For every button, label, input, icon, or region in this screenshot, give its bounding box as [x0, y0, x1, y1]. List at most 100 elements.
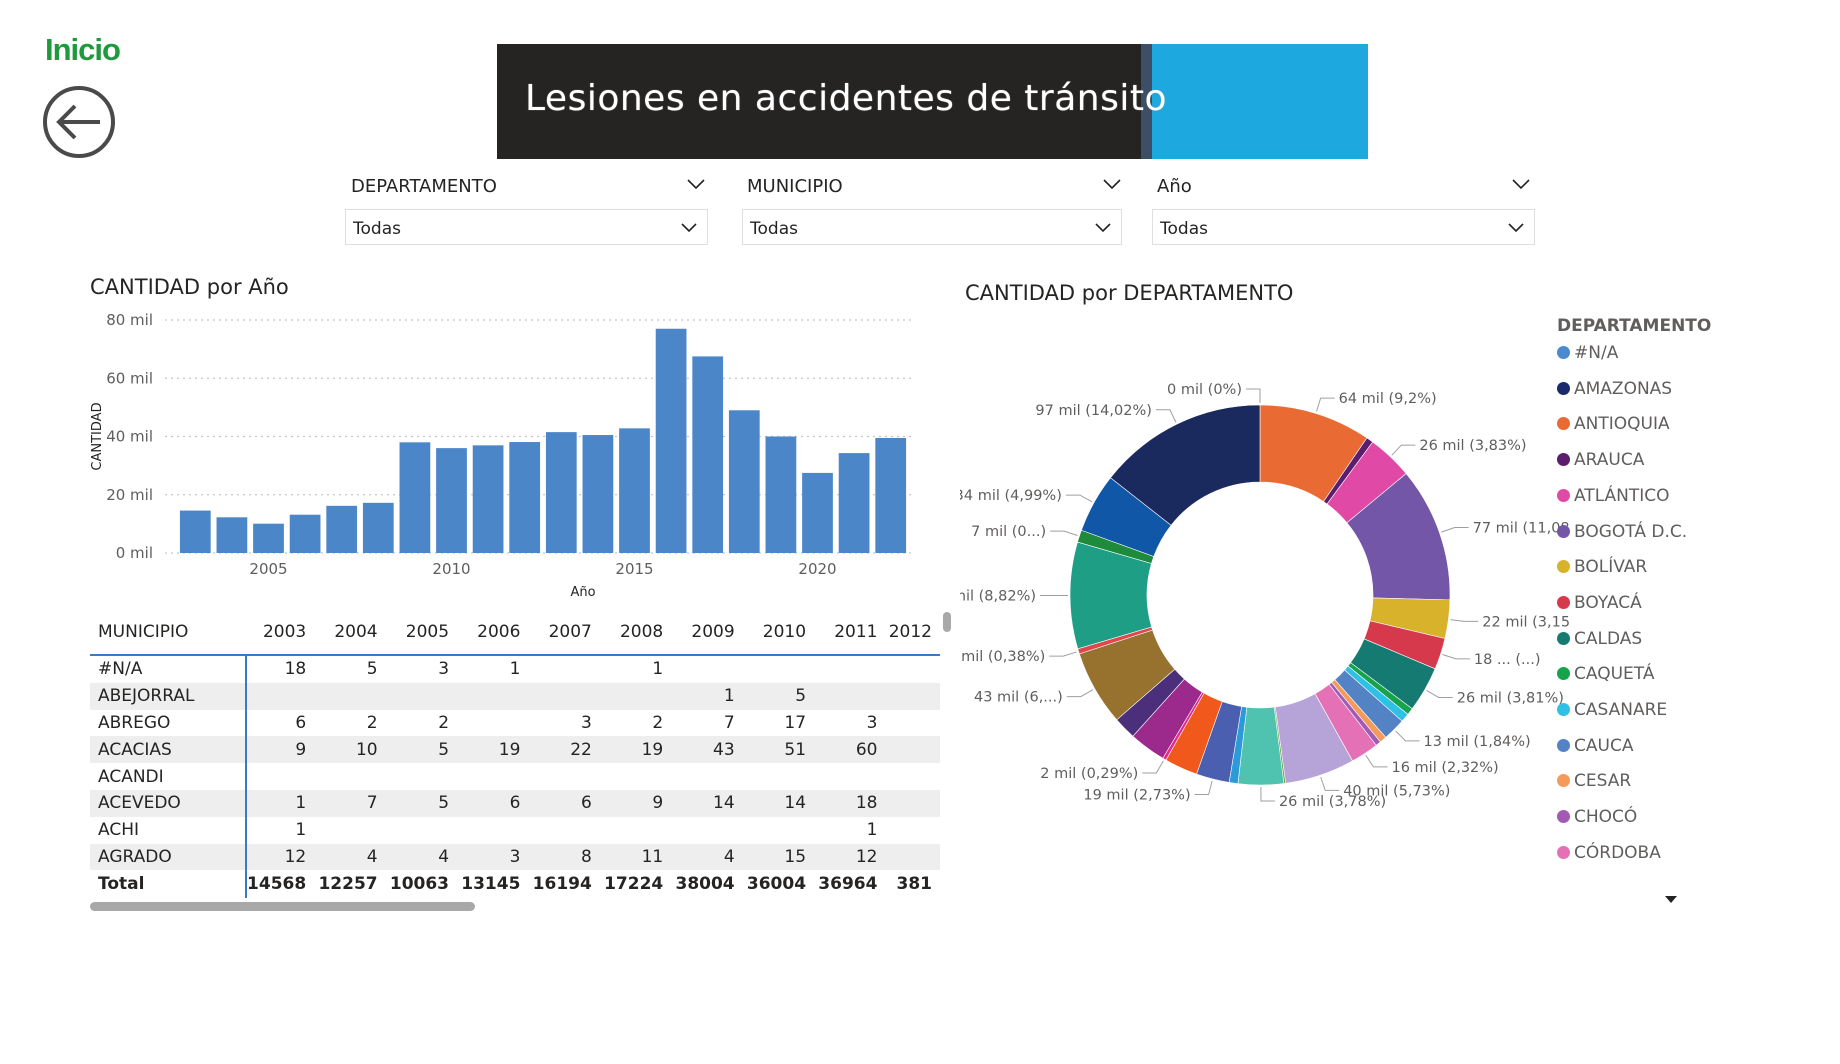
legend-item[interactable]: CAUCA	[1557, 736, 1633, 756]
bar[interactable]	[655, 328, 687, 553]
legend-item[interactable]: BOLÍVAR	[1557, 557, 1647, 577]
legend-item[interactable]: BOYACÁ	[1557, 593, 1642, 613]
table-row[interactable]: ABEJORRAL 1 5	[90, 682, 940, 710]
back-arrow-icon[interactable]	[41, 84, 117, 160]
table-cell: 12	[246, 843, 315, 871]
legend-label: AMAZONAS	[1574, 378, 1673, 399]
column-header[interactable]: 2008	[599, 610, 672, 656]
year-dropdown[interactable]: Todas	[1152, 209, 1535, 245]
table-cell	[599, 763, 672, 790]
donut-chart: 64 mil (9,2%) 26 mil (3,83%) 77 mil (11,08…	[960, 382, 1570, 810]
legend-marker	[1557, 810, 1570, 824]
bar[interactable]	[728, 410, 760, 553]
leader-line	[1142, 760, 1164, 774]
bar[interactable]	[472, 445, 504, 553]
departamento-dropdown[interactable]: Todas	[345, 209, 708, 245]
column-header[interactable]: 2003	[246, 610, 315, 656]
legend-label: CAQUETÁ	[1574, 664, 1655, 685]
table-cell: 43	[671, 736, 743, 764]
bar[interactable]	[545, 432, 577, 553]
chevron-down-icon[interactable]	[1511, 178, 1531, 190]
legend-item[interactable]: #N/A	[1557, 343, 1618, 363]
table-cell	[457, 763, 529, 790]
bar[interactable]	[179, 510, 211, 553]
legend-more-icon[interactable]	[1665, 896, 1677, 903]
column-header[interactable]: 2012	[885, 610, 940, 656]
horizontal-scrollbar[interactable]	[90, 902, 475, 911]
leader-line	[1049, 651, 1077, 657]
total-label: Total	[90, 870, 248, 899]
legend-item[interactable]: ARAUCA	[1557, 450, 1644, 470]
bar[interactable]	[326, 505, 358, 553]
leader-line	[1065, 494, 1093, 503]
bar[interactable]	[509, 442, 541, 553]
y-tick-label: 0 mil	[116, 544, 153, 562]
x-tick-label: 2020	[798, 560, 836, 578]
legend-item[interactable]: CHOCÓ	[1557, 807, 1637, 827]
legend-item[interactable]: ATLÁNTICO	[1557, 486, 1670, 506]
table-row[interactable]: AGRADO 12 4 4 3 8 11 4 15 12	[90, 843, 940, 871]
data-label: 26 mil (3,83%)	[1419, 438, 1526, 454]
legend-label: CESAR	[1574, 771, 1632, 792]
data-label: 2 mil (0,29%)	[1040, 766, 1138, 782]
legend-item[interactable]: CÓRDOBA	[1557, 843, 1661, 863]
banner-accent	[1152, 44, 1368, 159]
legend-item[interactable]: BOGOTÁ D.C.	[1557, 522, 1687, 542]
column-header[interactable]: 2004	[314, 610, 386, 656]
bar[interactable]	[289, 514, 321, 553]
table-row[interactable]: ACEVEDO 1 7 5 6 6 9 14 14 18	[90, 789, 940, 817]
bar[interactable]	[253, 523, 284, 553]
bar[interactable]	[838, 453, 870, 553]
bar[interactable]	[582, 435, 614, 553]
legend-item[interactable]: CALDAS	[1557, 629, 1642, 649]
legend-item[interactable]: CASANARE	[1557, 700, 1667, 720]
table-cell	[742, 763, 815, 790]
table-cell: 3	[385, 655, 458, 683]
bar[interactable]	[436, 448, 467, 553]
table-row[interactable]: ACANDI	[90, 763, 940, 790]
table-cell: 8	[528, 843, 600, 871]
data-label: 97 mil (14,02%)	[1035, 403, 1151, 419]
legend-item[interactable]: AMAZONAS	[1557, 379, 1672, 399]
table-row[interactable]: ABREGO 6 2 2 3 2 7 17 3	[90, 709, 940, 737]
table-cell: 5	[314, 655, 386, 683]
table-cell	[885, 789, 940, 817]
page-title: Lesiones en accidentes de tránsito	[525, 78, 1167, 119]
home-link[interactable]: Inicio	[45, 32, 121, 67]
legend-label: CALDAS	[1574, 628, 1643, 649]
total-cell: 381	[885, 870, 940, 899]
column-header[interactable]: 2009	[671, 610, 743, 656]
table-row[interactable]: ACHI 1 1	[90, 816, 940, 844]
column-header[interactable]: 2011	[814, 610, 886, 656]
legend-item[interactable]: ANTIOQUIA	[1557, 414, 1670, 434]
column-header[interactable]: MUNICIPIO	[90, 610, 247, 656]
pie-slice[interactable]	[1110, 404, 1261, 526]
bar[interactable]	[619, 428, 650, 553]
municipio-dropdown[interactable]: Todas	[742, 209, 1122, 245]
column-header[interactable]: 2007	[528, 610, 600, 656]
chevron-down-icon[interactable]	[686, 178, 706, 190]
bar[interactable]	[216, 517, 248, 553]
bar[interactable]	[802, 472, 833, 553]
leader-line	[1066, 689, 1094, 698]
column-header[interactable]: 2005	[385, 610, 458, 656]
chevron-down-icon[interactable]	[1102, 178, 1122, 190]
column-header[interactable]: 2010	[742, 610, 815, 656]
legend-label: ARAUCA	[1574, 450, 1645, 471]
bar[interactable]	[362, 502, 394, 553]
bar[interactable]	[399, 442, 431, 553]
legend-item[interactable]: CESAR	[1557, 771, 1631, 791]
table-cell: 9	[599, 789, 672, 817]
bar[interactable]	[875, 437, 907, 553]
table-row[interactable]: ACACIAS 9 10 5 19 22 19 43 51 60	[90, 736, 940, 764]
table-cell: 18	[246, 655, 315, 683]
bar[interactable]	[765, 436, 797, 554]
table-row[interactable]: #N/A 18 5 3 1 1	[90, 655, 940, 683]
vertical-scrollbar[interactable]	[943, 612, 951, 632]
table-cell: 5	[385, 789, 458, 817]
table-cell	[385, 763, 458, 790]
legend-item[interactable]: CAQUETÁ	[1557, 664, 1654, 684]
table-cell: 15	[742, 843, 815, 871]
column-header[interactable]: 2006	[457, 610, 529, 656]
bar[interactable]	[692, 356, 724, 553]
